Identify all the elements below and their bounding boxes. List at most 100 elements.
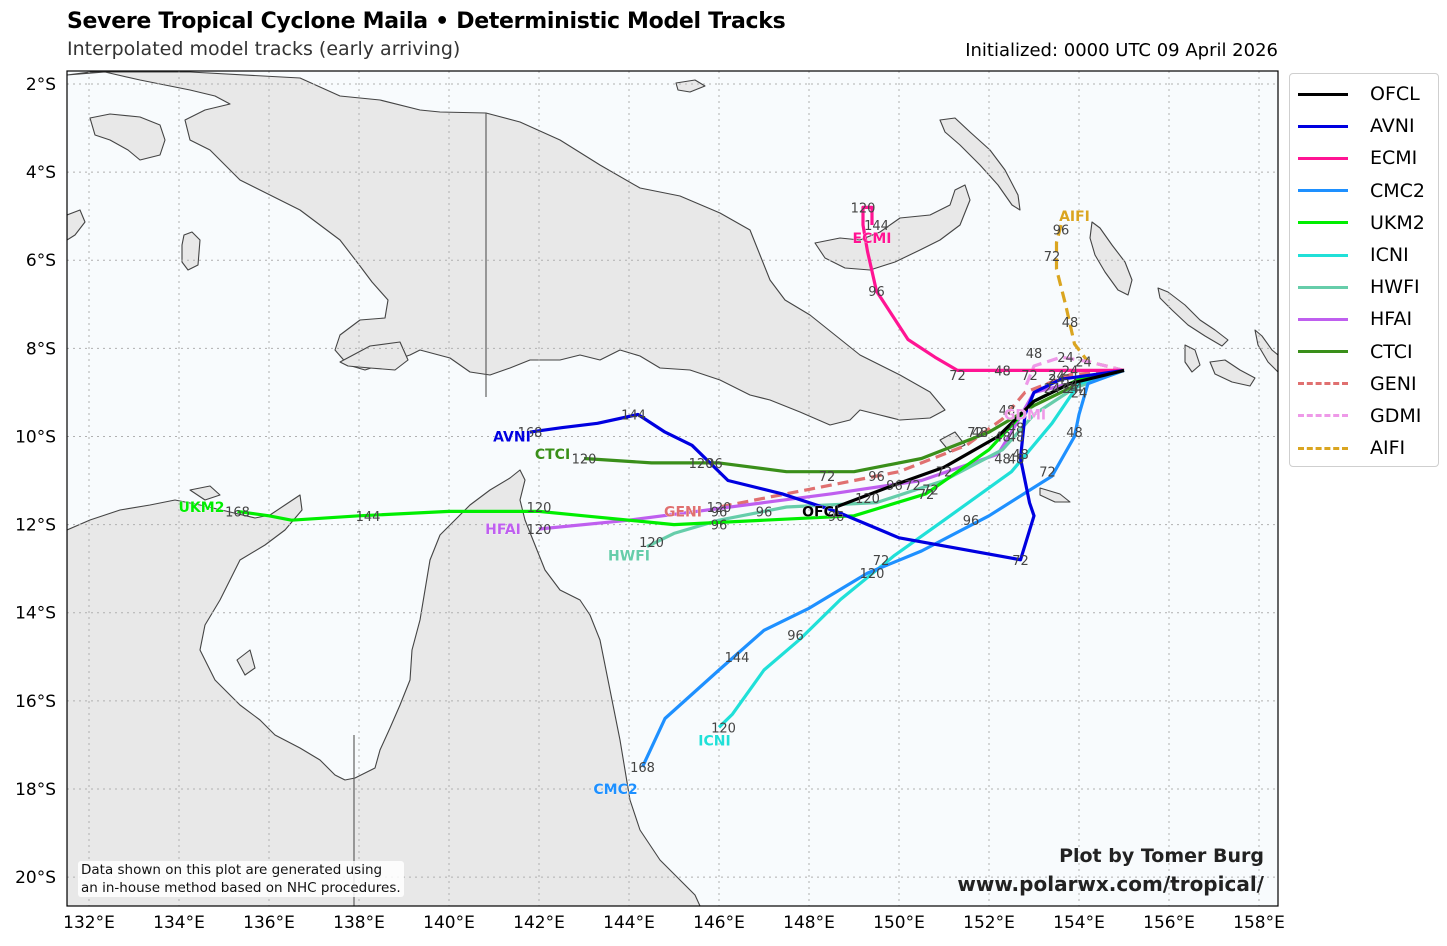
hour-label: 48: [1008, 430, 1025, 445]
hour-label: 120: [860, 567, 885, 582]
hour-label: 96: [756, 505, 773, 520]
model-label-ukm2: UKM2: [179, 500, 225, 516]
legend-item-cmc2: CMC2: [1290, 175, 1438, 207]
hour-label: 48: [994, 453, 1011, 468]
lat-tick-label: 2°S: [26, 75, 56, 95]
land-new-britain: [814, 184, 971, 271]
land-layer: [67, 71, 1278, 906]
lat-tick-label: 20°S: [15, 868, 56, 888]
lat-tick-label: 10°S: [15, 427, 56, 447]
legend-label: HWFI: [1370, 276, 1420, 299]
land-new-ireland: [939, 117, 1021, 211]
hour-label: 144: [356, 510, 381, 525]
lon-tick-label: 138°E: [333, 913, 385, 933]
hour-label: 144: [725, 651, 750, 666]
legend-label: CTCI: [1370, 340, 1413, 363]
forecast-hour-labels: 2448729612024487296120144168244872961201…: [225, 201, 1092, 776]
lat-tick-label: 16°S: [15, 692, 56, 712]
legend-label: ICNI: [1370, 244, 1409, 267]
legend-swatch: [1298, 446, 1348, 450]
hour-label: 144: [864, 219, 889, 234]
lon-tick-label: 140°E: [423, 913, 475, 933]
lon-tick-label: 134°E: [153, 913, 205, 933]
hour-label: 72: [1044, 250, 1061, 265]
hour-label: 24: [1075, 356, 1092, 371]
hour-label: 168: [630, 761, 655, 776]
disclaimer: Data shown on this plot are generated us…: [78, 861, 404, 897]
hour-label: 24: [1044, 382, 1061, 397]
hour-label: 24: [1057, 351, 1074, 366]
legend-item-geni: GENI: [1290, 368, 1438, 400]
track-icni: [717, 368, 1125, 729]
legend-swatch: [1298, 382, 1348, 386]
land-bougainville: [1089, 221, 1133, 296]
hour-label: 96: [828, 510, 845, 525]
land-malaita: [1254, 329, 1278, 373]
hour-label: 24: [1048, 369, 1065, 384]
lon-tick-label: 150°E: [873, 913, 925, 933]
track-cmc2: [641, 368, 1125, 768]
model-label-cmc2: CMC2: [593, 782, 637, 798]
land-groote: [236, 649, 256, 676]
lat-tick-label: 4°S: [26, 163, 56, 183]
lon-tick-label: 152°E: [963, 913, 1015, 933]
model-label-gdmi: GDMI: [1004, 407, 1046, 423]
hour-label: 72: [873, 554, 890, 569]
lat-tick-label: 6°S: [26, 251, 56, 271]
lon-tick-label: 144°E: [603, 913, 655, 933]
legend-item-gdmi: GDMI: [1290, 400, 1438, 432]
lon-tick-label: 136°E: [243, 913, 295, 933]
legend-label: HFAI: [1370, 308, 1413, 331]
hour-label: 48: [999, 404, 1016, 419]
model-label-icni: ICNI: [698, 733, 730, 749]
initialized-time: Initialized: 0000 UTC 09 April 2026: [965, 40, 1278, 61]
land-new-guinea: [67, 71, 946, 426]
land-louisiades: [1039, 487, 1071, 503]
disclaimer-line-1: Data shown on this plot are generated us…: [81, 862, 383, 878]
model-tracks: [237, 205, 1125, 768]
hour-label: 48: [994, 364, 1011, 379]
track-ofcl: [835, 368, 1125, 509]
lat-tick-label: 14°S: [15, 604, 56, 624]
legend-label: ECMI: [1370, 147, 1418, 170]
hour-label: 96: [1053, 223, 1070, 238]
legend-item-hwfi: HWFI: [1290, 271, 1438, 303]
track-hwfi: [646, 368, 1125, 549]
model-label-avni: AVNI: [493, 429, 531, 445]
hour-label: 48: [1012, 448, 1029, 463]
model-name-labels: OFCL AVNI ECMI CMC2 UKM2 ICNI HWFI HFAI CTCI GENI…: [178, 209, 1090, 798]
hour-label: 72: [1012, 554, 1029, 569]
hour-label: 72: [949, 369, 966, 384]
land-timor: [67, 209, 86, 241]
land-australia: [67, 469, 701, 906]
hour-label: 72: [819, 470, 836, 485]
lon-tick-label: 146°E: [693, 913, 745, 933]
legend-item-ukm2: UKM2: [1290, 207, 1438, 239]
model-label-hwfi: HWFI: [608, 548, 650, 564]
legend-swatch: [1298, 317, 1348, 321]
legend-label: GENI: [1370, 372, 1417, 395]
model-label-hfai: HFAI: [485, 522, 521, 538]
lat-tick-label: 8°S: [26, 339, 56, 359]
hour-label: 144: [621, 408, 646, 423]
model-label-geni: GENI: [664, 504, 702, 520]
model-label-ofcl: OFCL: [802, 504, 843, 520]
land-bird-head: [89, 113, 166, 161]
hour-label: 168: [225, 505, 250, 520]
hour-label: 168: [518, 426, 543, 441]
chart-subtitle: Interpolated model tracks (early arrivin…: [67, 38, 461, 60]
legend-item-avni: AVNI: [1290, 110, 1438, 142]
legend-swatch: [1298, 414, 1348, 418]
lon-tick-label: 142°E: [513, 913, 565, 933]
legend-swatch: [1298, 156, 1348, 160]
model-label-aifi: AIFI: [1059, 209, 1090, 225]
legend-item-aifi: AIFI: [1290, 432, 1438, 464]
legend-swatch: [1298, 189, 1348, 193]
hour-label: 120: [689, 457, 714, 472]
hour-label: 72: [936, 466, 953, 481]
legend-label: AIFI: [1370, 437, 1406, 460]
legend-item-ecmi: ECMI: [1290, 142, 1438, 174]
legend-swatch: [1298, 350, 1348, 354]
land-guadalcanal: [1209, 359, 1256, 387]
